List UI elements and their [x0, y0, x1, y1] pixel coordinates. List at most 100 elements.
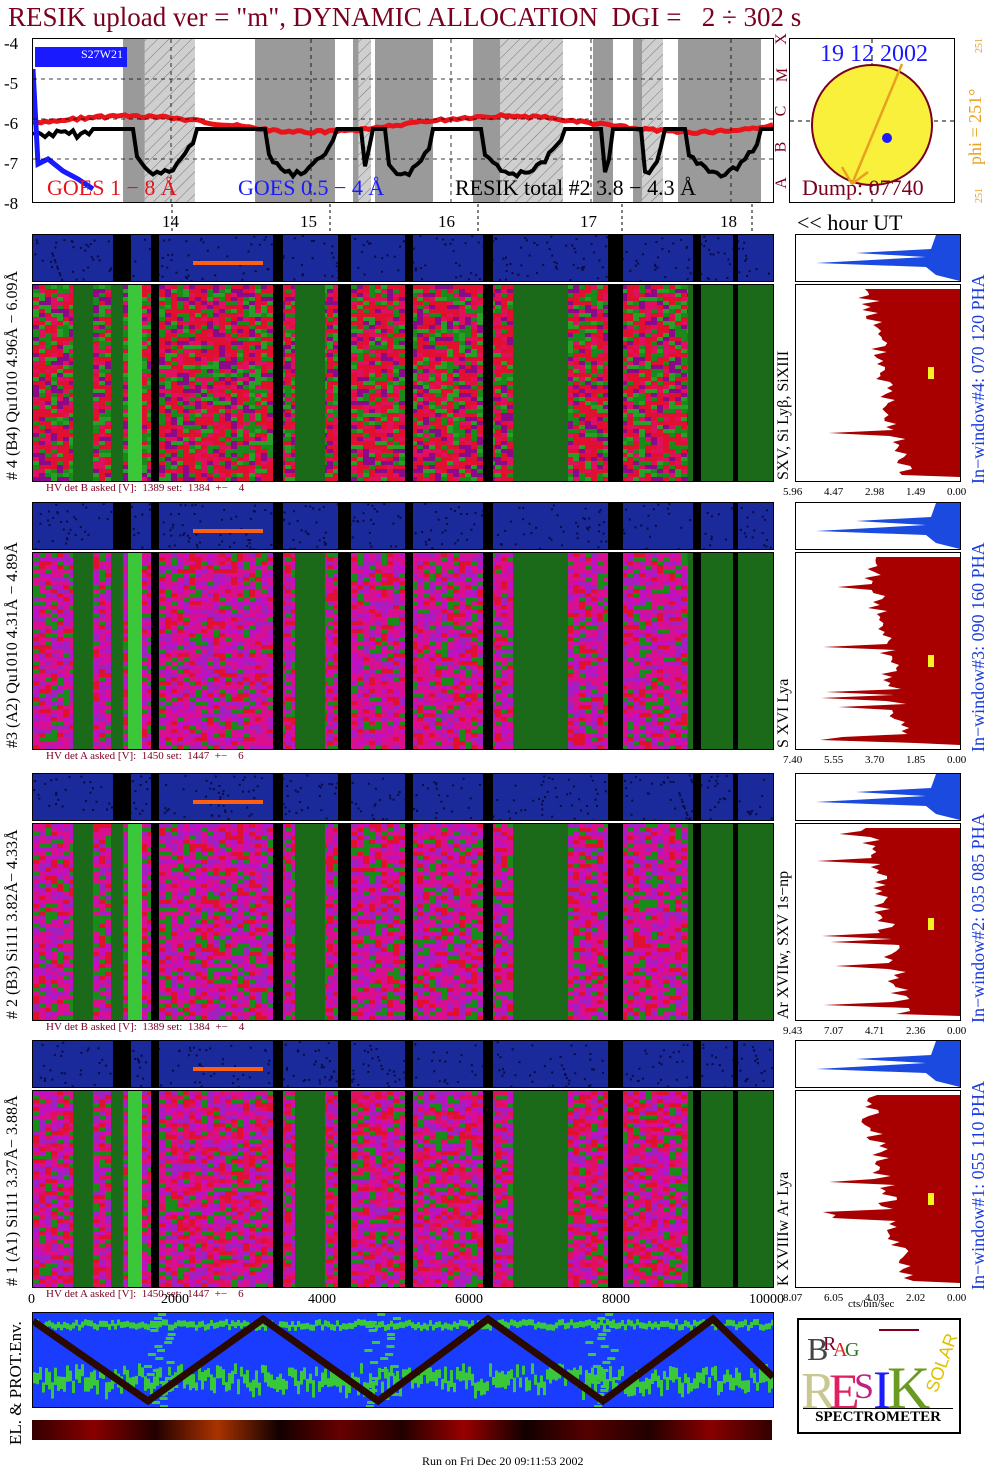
goes-shade-band: [255, 39, 279, 202]
footer: Run on Fri Dec 20 09:11:53 2002: [422, 1454, 584, 1469]
window-marker: [928, 918, 934, 930]
hist-tick: 5.55: [824, 754, 843, 766]
env-strip: [32, 1420, 772, 1440]
channel-3-window-label: In−window#3: 090 160 PHA: [968, 542, 989, 752]
channel-4-window-label: In−window#4: 070 120 PHA: [968, 274, 989, 484]
channel-3-histogram: [795, 552, 961, 750]
hour-tick: 14: [162, 212, 179, 232]
hist-tick: 0.00: [947, 754, 966, 766]
legend-goes-short: GOES 0.5 − 4 Å: [238, 175, 384, 201]
hist-tick: 1.49: [906, 486, 925, 498]
hist-tick: 4.47: [824, 486, 843, 498]
channel-1-top-strip: [32, 1040, 774, 1088]
hour-tick: 15: [300, 212, 317, 232]
channel-4-hist-strip: [795, 234, 961, 282]
hist-tick: 9.43: [783, 1025, 802, 1037]
goes-ytick: -5: [4, 74, 18, 94]
sun-disk: [811, 64, 933, 186]
goes-shade-band: [593, 39, 599, 202]
channel-4-top-strip: [32, 234, 774, 282]
window-marker: [928, 655, 934, 667]
channel-4-heatmap: [32, 284, 774, 482]
legend-resik: RESIK total #2 3.8 − 4.3 Å: [455, 175, 696, 201]
hist-tick: 0.00: [947, 1292, 966, 1304]
histogram-area: [820, 557, 960, 745]
goes-badge: S27W21: [35, 47, 127, 67]
channel-1-label: # 1 (A1) Si111 3.37Å− 3.88Å: [4, 1096, 22, 1287]
hist-tick: 7.07: [824, 1025, 843, 1037]
goes-shade-band: [633, 39, 642, 202]
window-marker: [928, 367, 934, 379]
channel-2-top-strip: [32, 773, 774, 821]
hist-tick: 2.98: [865, 486, 884, 498]
channel-4-histogram: [795, 284, 961, 482]
channel-2-histogram: [795, 823, 961, 1021]
hist-tick: 5.96: [783, 486, 802, 498]
goes-ytick: -7: [4, 154, 18, 174]
channel-3-line-label: S XVI Lya: [775, 679, 793, 748]
channel-1-window-label: In−window#1: 055 110 PHA: [968, 1081, 989, 1290]
sample-tick: 6000: [455, 1292, 483, 1308]
sample-tick: 0: [28, 1292, 35, 1308]
hour-tick: 16: [438, 212, 455, 232]
phi-top: 251: [974, 38, 985, 53]
page-title: RESIK upload ver = "m", DYNAMIC ALLOCATI…: [8, 2, 801, 33]
hist-unit: cts/bin/sec: [848, 1298, 894, 1310]
channel-2-hist-strip: [795, 773, 961, 821]
hist-tick: 7.40: [783, 754, 802, 766]
sample-tick: 4000: [308, 1292, 336, 1308]
legend-goes-long: GOES 1 − 8 Å: [47, 175, 177, 201]
channel-3-heatmap: [32, 552, 774, 750]
channel-3-hist-strip: [795, 502, 961, 550]
histogram-area: [816, 828, 960, 1016]
goes-class-label: B: [772, 142, 790, 153]
goes-shade-band: [678, 39, 703, 202]
hist-tick: 2.36: [906, 1025, 925, 1037]
histogram-area: [822, 1095, 960, 1283]
resik-logo: B R A G R E S I K SOLAR SPECTROMETER: [797, 1318, 961, 1434]
channel-4-hv: HV det B asked [V]: 1389 set: 1384 +− 4: [46, 482, 244, 494]
channel-3-hv: HV det A asked [V]: 1450 set: 1447 +− 6: [46, 750, 244, 762]
goes-panel: S27W21 GOES 1 − 8 Å GOES 0.5 − 4 Å RESIK…: [32, 38, 774, 203]
hist-tick: 0.00: [947, 486, 966, 498]
window-marker: [928, 1193, 934, 1205]
hist-tick: 1.85: [906, 754, 925, 766]
sample-tick: 2000: [161, 1292, 189, 1308]
hist-tick: 8.07: [783, 1292, 802, 1304]
dump-label: Dump: 07740: [802, 175, 924, 201]
sun-date: 19 12 2002: [820, 41, 928, 68]
channel-3-top-strip: [32, 502, 774, 550]
goes-class-label: C: [772, 106, 790, 117]
goes-shade-band: [473, 39, 500, 202]
hour-tick: 17: [580, 212, 597, 232]
goes-shade-band: [353, 39, 359, 202]
goes-ytick: -8: [4, 194, 18, 214]
hist-tick: 6.05: [824, 1292, 843, 1304]
channel-1-heatmap: [32, 1090, 774, 1288]
hist-tick: 4.03: [865, 1292, 884, 1304]
logo-spectrometer: SPECTROMETER: [803, 1408, 953, 1426]
channel-1-histogram: [795, 1090, 961, 1288]
sample-tick: 8000: [602, 1292, 630, 1308]
channel-3-label: #3 (A2) Qu1010 4.31Å − 4.89Å: [4, 542, 22, 748]
hist-tick: 4.71: [865, 1025, 884, 1037]
sun-panel: 19 12 2002 Dump: 07740: [789, 38, 955, 203]
sample-tick: 10000: [749, 1292, 784, 1308]
channel-1-hv: HV det A asked [V]: 1450 set: 1447 +− 6: [46, 1288, 244, 1300]
hist-tick: 0.00: [947, 1025, 966, 1037]
channel-4-line-label: SXV, Si Lyβ, SiXIII: [775, 351, 793, 480]
env-label: EL. & PROT.Env.: [6, 1321, 26, 1445]
goes-ytick: -4: [4, 34, 18, 54]
environment-panel: [32, 1312, 774, 1408]
phi-bottom: 251: [974, 188, 985, 203]
channel-1-hist-strip: [795, 1040, 961, 1088]
channel-2-window-label: In−window#2: 035 085 PHA: [968, 813, 989, 1023]
channel-2-line-label: Ar XVIIw, SXV 1s−np: [775, 871, 793, 1019]
channel-2-heatmap: [32, 823, 774, 1021]
hist-tick: 2.02: [906, 1292, 925, 1304]
goes-ytick: -6: [4, 114, 18, 134]
hour-unit-label: << hour UT: [797, 210, 902, 236]
channel-2-label: # 2 (B3) Si111 3.82Å− 4.33Å: [4, 829, 22, 1019]
channel-1-line-label: K XVIIIw Ar Lya: [775, 1172, 793, 1286]
channel-2-hv: HV det B asked [V]: 1389 set: 1384 +− 4: [46, 1021, 244, 1033]
